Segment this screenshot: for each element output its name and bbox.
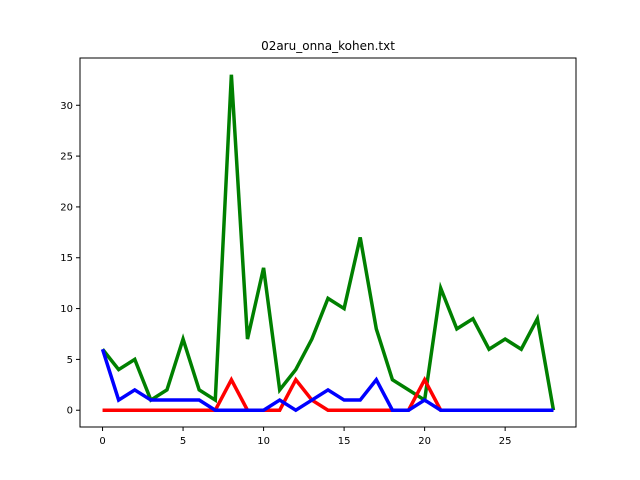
series-line-3 bbox=[100, 348, 554, 413]
axes-layer: 0 5 10 15 20 25 0 5 10 15 20 25 30 bbox=[60, 57, 577, 447]
y-tick-label: 10 bbox=[60, 304, 73, 315]
x-tick-label: 25 bbox=[499, 436, 512, 447]
x-tick-label: 0 bbox=[99, 436, 105, 447]
x-tick-label: 20 bbox=[418, 436, 431, 447]
plot-frame bbox=[79, 57, 577, 428]
x-tick-label: 10 bbox=[257, 436, 270, 447]
y-tick-label: 20 bbox=[60, 202, 73, 213]
series-line-1 bbox=[101, 74, 556, 411]
chart-title: 02aru_onna_kohen.txt bbox=[261, 39, 395, 53]
y-tick-label: 25 bbox=[60, 152, 73, 163]
y-tick-label: 30 bbox=[60, 101, 73, 112]
y-tick-label: 0 bbox=[67, 406, 73, 417]
x-tick-label: 15 bbox=[338, 436, 351, 447]
y-tick-label: 5 bbox=[67, 355, 73, 366]
y-tick-label: 15 bbox=[60, 253, 73, 264]
x-tick-label: 5 bbox=[180, 436, 186, 447]
series-layer bbox=[100, 74, 556, 413]
